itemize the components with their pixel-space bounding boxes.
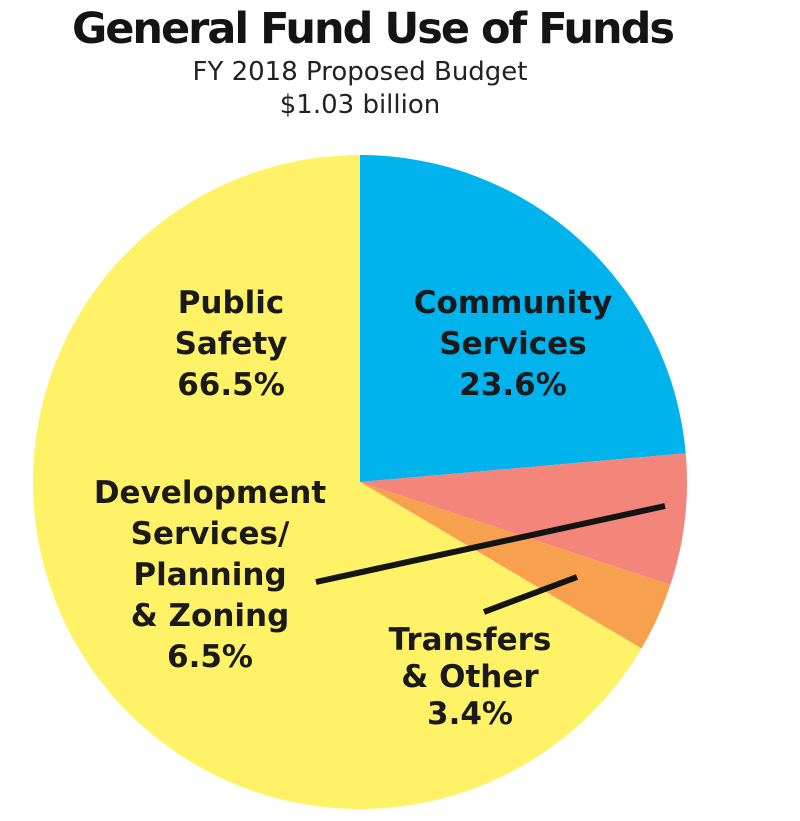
pie-slice-public-safety [32,155,642,809]
slice-label-public-safety-2: Safety [175,326,288,362]
slice-label-transfers-other-2: & Other [401,659,539,695]
pie-slice-development-services-planning-zoning [360,453,688,585]
leader-line-development-services-planning-zoning [315,503,666,585]
pie-slices [32,154,688,809]
slice-label-public-safety-1: Public [178,285,285,321]
pie-slice-transfers-other [360,482,671,649]
slice-label-community-services-2: Services [439,326,586,362]
slice-value-community-services: 23.6% [459,367,567,403]
slice-label-development-services-planning-zoning-1: Development [94,475,326,511]
leader-line-transfers-other [482,574,579,615]
chart-subtitle: FY 2018 Proposed Budget [192,57,528,87]
slice-label-transfers-other-1: Transfers [389,622,552,658]
slice-label-development-services-planning-zoning-2: Services/ [131,516,290,552]
leader-lines [315,503,666,615]
slice-value-public-safety: 66.5% [177,367,285,403]
chart-total: $1.03 billion [279,90,441,120]
slice-value-development-services-planning-zoning: 6.5% [167,639,253,675]
slice-label-development-services-planning-zoning-4: & Zoning [131,598,290,634]
slice-value-transfers-other: 3.4% [427,696,513,732]
chart-title: General Fund Use of Funds [71,4,675,54]
slice-labels: Community Services 23.6% Development Service… [94,285,612,732]
pie-slice-community-services [360,154,686,482]
slice-label-development-services-planning-zoning-3: Planning [133,557,286,593]
slice-label-community-services-1: Community [414,285,612,321]
